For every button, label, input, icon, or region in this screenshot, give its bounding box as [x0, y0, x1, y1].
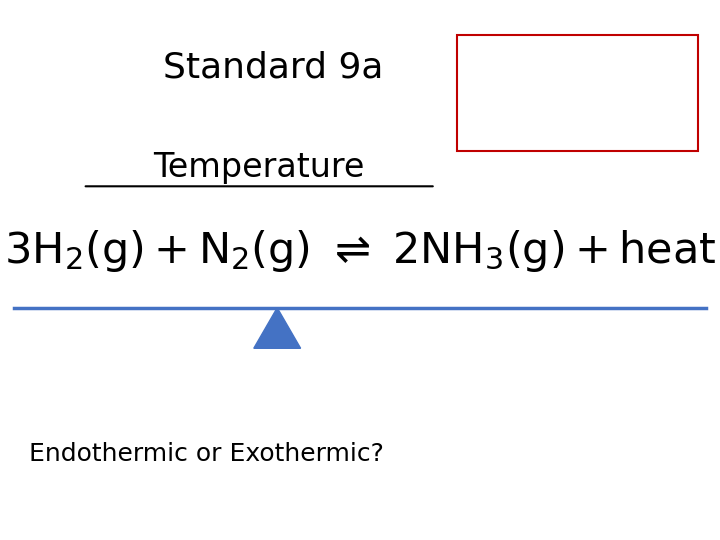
- Text: Temperature: Temperature: [153, 151, 365, 184]
- Polygon shape: [254, 308, 301, 348]
- Text: Endothermic or Exothermic?: Endothermic or Exothermic?: [29, 442, 384, 465]
- Text: Standard 9a: Standard 9a: [163, 51, 384, 84]
- FancyBboxPatch shape: [457, 35, 698, 151]
- Text: How does
Temperature affect
equilibrium?: How does Temperature affect equilibrium?: [463, 44, 629, 111]
- Text: $\mathrm{3H_2(g) + N_2(g)\ \rightleftharpoons\ 2NH_3(g) + heat}$: $\mathrm{3H_2(g) + N_2(g)\ \rightlefthar…: [4, 228, 716, 274]
